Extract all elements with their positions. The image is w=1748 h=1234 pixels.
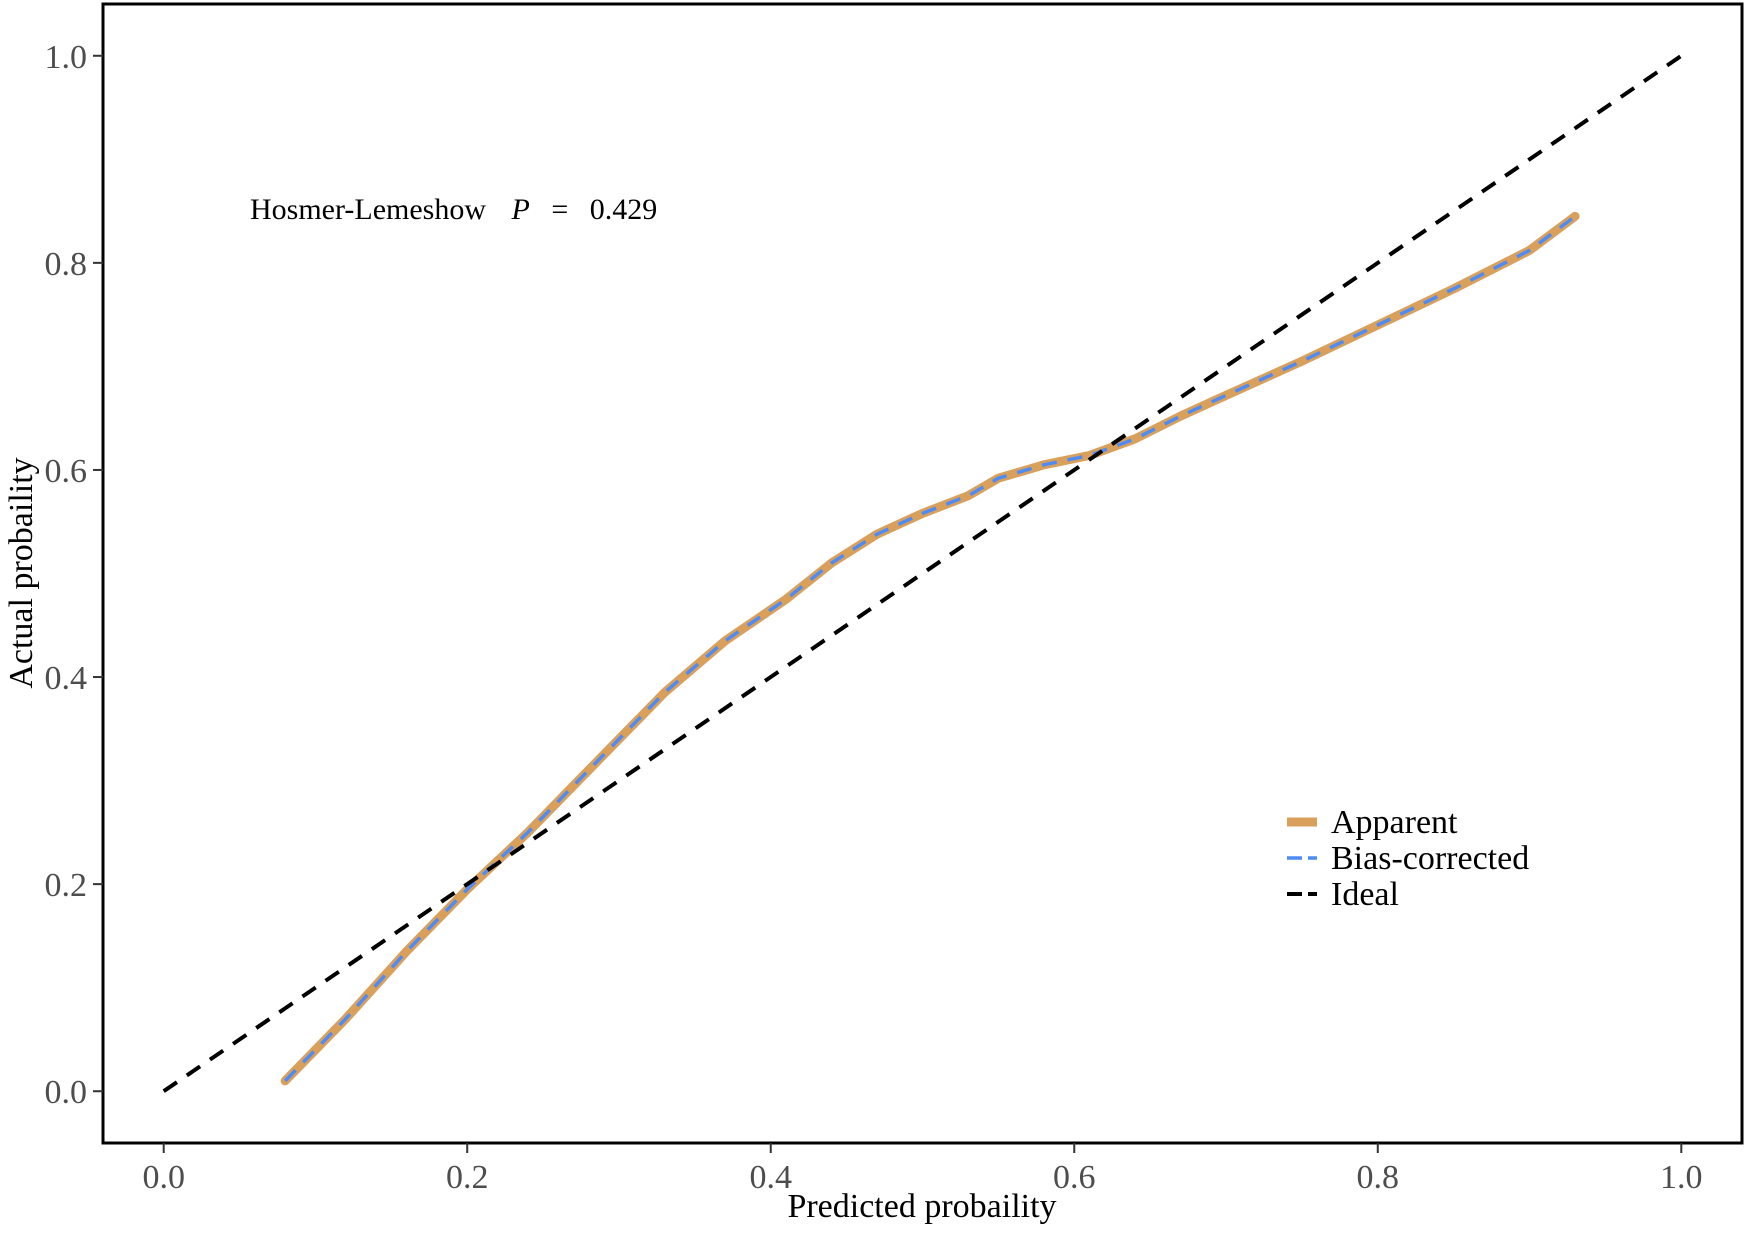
x-axis-title: Predicted probaility — [787, 1188, 1056, 1225]
legend-label-bias-corrected: Bias-corrected — [1331, 840, 1529, 877]
y-tick-label: 0.2 — [45, 867, 88, 904]
x-tick-label: 0.2 — [446, 1159, 489, 1196]
x-tick-label: 0.8 — [1357, 1159, 1400, 1196]
x-tick-label: 0.6 — [1053, 1159, 1096, 1196]
svg-text:Hosmer-Lemeshow P: Hosmer-Lemeshow P = 0.429 — [250, 193, 657, 226]
y-tick-label: 0.0 — [45, 1074, 88, 1111]
annotation-equals: = — [551, 193, 568, 226]
y-tick-label: 0.6 — [45, 453, 88, 490]
legend-label-ideal: Ideal — [1331, 876, 1399, 913]
x-axis-ticks: 0.0 0.2 0.4 0.6 0.8 1.0 — [142, 1143, 1703, 1196]
y-axis-title: Actual probaility — [3, 457, 40, 688]
annotation-label: Hosmer-Lemeshow — [250, 193, 486, 226]
annotation-stat: P — [511, 193, 530, 226]
y-tick-label: 0.8 — [45, 246, 88, 283]
series-layer — [162, 54, 1683, 1093]
y-tick-label: 0.4 — [45, 660, 88, 697]
annotation-value: 0.429 — [590, 193, 658, 226]
y-tick-label: 1.0 — [45, 39, 88, 76]
x-tick-label: 0.0 — [142, 1159, 185, 1196]
series-line-apparent — [280, 211, 1580, 1086]
x-tick-label: 0.4 — [749, 1159, 792, 1196]
hosmer-lemeshow-annotation: Hosmer-Lemeshow P = 0.429 — [250, 193, 657, 226]
x-tick-label: 1.0 — [1660, 1159, 1703, 1196]
plot-border — [101, 2, 1744, 1145]
legend-label-apparent: Apparent — [1331, 804, 1458, 841]
series-line-bias-corrected — [283, 214, 1577, 1083]
y-axis-ticks: 0.0 0.2 0.4 0.6 0.8 1.0 — [45, 39, 103, 1111]
